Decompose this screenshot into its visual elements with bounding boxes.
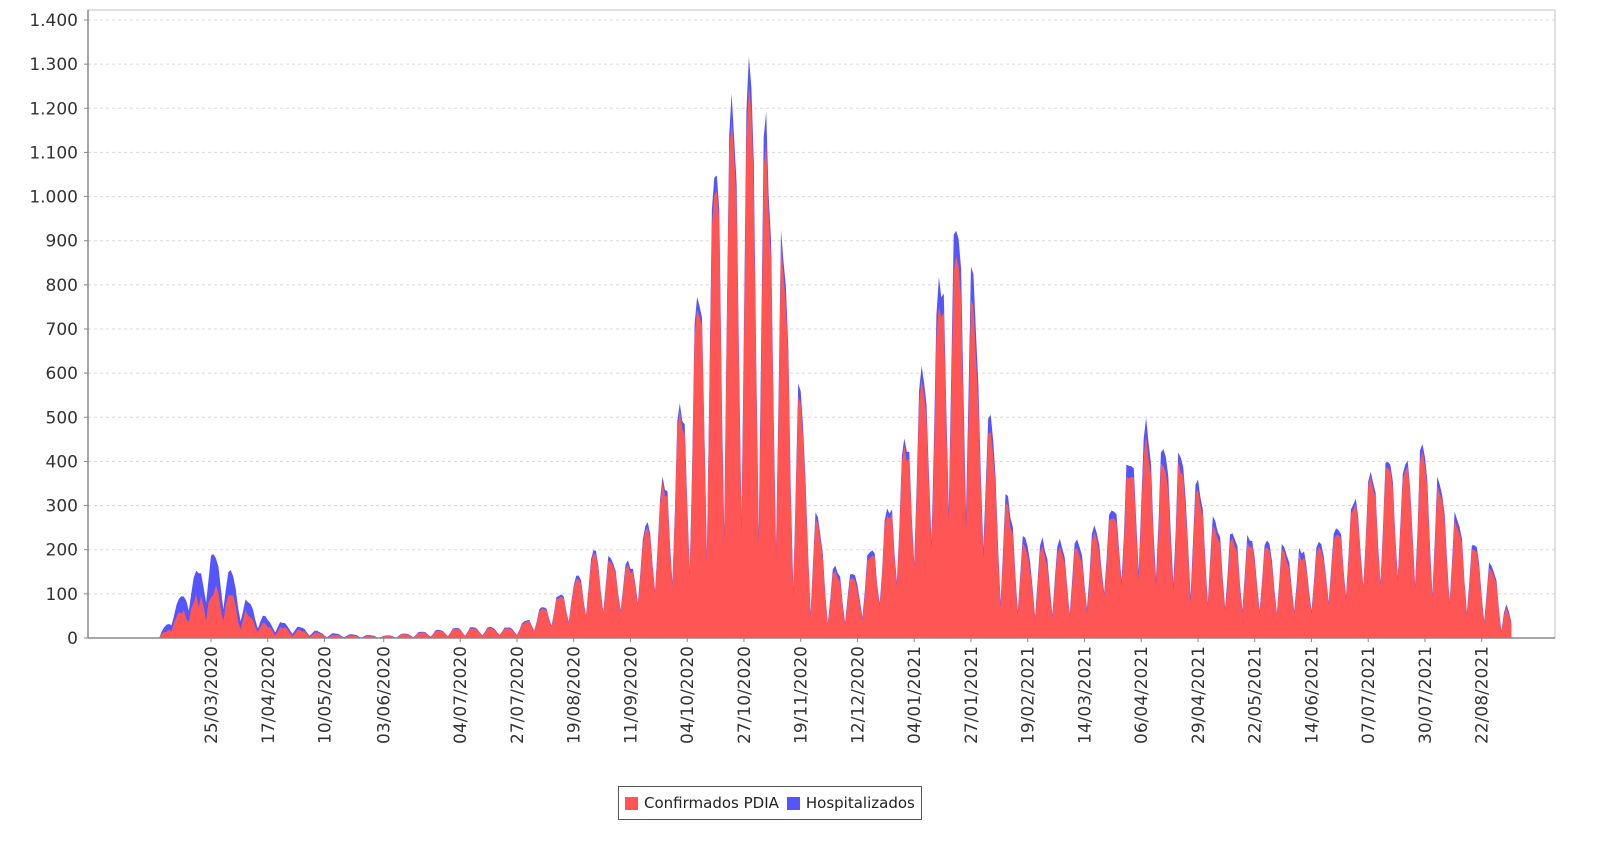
x-tick-label: 30/07/2021 (1416, 646, 1436, 744)
x-tick-label: 22/08/2021 (1473, 646, 1493, 744)
x-tick-label: 27/10/2020 (735, 646, 755, 744)
y-tick-label: 400 (46, 452, 78, 472)
y-tick-label: 800 (46, 276, 78, 296)
y-tick-label: 1.300 (29, 55, 78, 75)
x-tick-label: 17/04/2020 (259, 646, 279, 744)
x-tick-label: 04/01/2021 (905, 646, 925, 744)
y-tick-label: 1.200 (29, 99, 78, 119)
x-tick-label: 29/04/2021 (1189, 646, 1209, 744)
y-tick-label: 200 (46, 541, 78, 561)
y-tick-label: 1.400 (29, 11, 78, 31)
x-tick-label: 12/12/2020 (848, 646, 868, 744)
x-tick-label: 07/07/2021 (1359, 646, 1379, 744)
confirmados-area (159, 86, 1512, 638)
y-tick-label: 600 (46, 364, 78, 384)
x-tick-label: 11/09/2020 (621, 646, 641, 744)
x-axis-ticks: 25/03/2020 17/04/2020 10/05/2020 03/06/2020… (202, 638, 1493, 744)
y-tick-label: 1.100 (29, 143, 78, 163)
x-tick-label: 27/07/2020 (508, 646, 528, 744)
x-tick-label: 19/08/2020 (565, 646, 585, 744)
x-tick-label: 03/06/2020 (375, 646, 395, 744)
x-tick-label: 22/05/2021 (1246, 646, 1266, 744)
legend-item-hospitalizados: Hospitalizados (786, 794, 915, 812)
y-tick-label: 500 (46, 408, 78, 428)
y-axis-ticks: 0 100 200 300 400 500 600 700 800 900 1.000 1.100 1.… (29, 11, 88, 649)
x-tick-label: 04/07/2020 (451, 646, 471, 744)
legend-label-confirmados: Confirmados PDIA (644, 794, 779, 812)
x-tick-label: 27/01/2021 (962, 646, 982, 744)
hospitalizados-area (159, 56, 1512, 638)
x-tick-label: 19/11/2020 (792, 646, 812, 744)
y-tick-label: 0 (67, 629, 78, 649)
legend: Confirmados PDIA Hospitalizados (618, 786, 922, 820)
legend-item-confirmados: Confirmados PDIA (625, 794, 779, 812)
y-tick-label: 900 (46, 232, 78, 252)
gridlines (88, 19, 1555, 595)
legend-swatch-confirmados (625, 796, 638, 810)
axes (87, 9, 1556, 639)
legend-label-hospitalizados: Hospitalizados (805, 794, 915, 812)
x-tick-label: 14/06/2021 (1302, 646, 1322, 744)
legend-swatch-hospitalizados (786, 796, 800, 810)
y-tick-label: 700 (46, 320, 78, 340)
x-tick-label: 25/03/2020 (202, 646, 222, 744)
plot-areas (159, 56, 1512, 638)
x-tick-label: 04/10/2020 (678, 646, 698, 744)
x-tick-label: 14/03/2021 (1075, 646, 1095, 744)
y-tick-label: 300 (46, 497, 78, 517)
y-tick-label: 100 (46, 585, 78, 605)
x-tick-label: 06/04/2021 (1132, 646, 1152, 744)
y-tick-label: 1.000 (29, 188, 78, 208)
x-tick-label: 10/05/2020 (316, 646, 336, 744)
x-tick-label: 19/02/2021 (1019, 646, 1039, 744)
